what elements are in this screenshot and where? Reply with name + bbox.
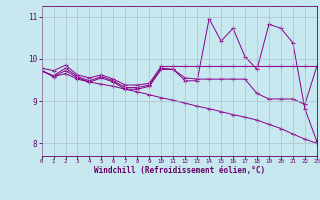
- X-axis label: Windchill (Refroidissement éolien,°C): Windchill (Refroidissement éolien,°C): [94, 166, 265, 175]
